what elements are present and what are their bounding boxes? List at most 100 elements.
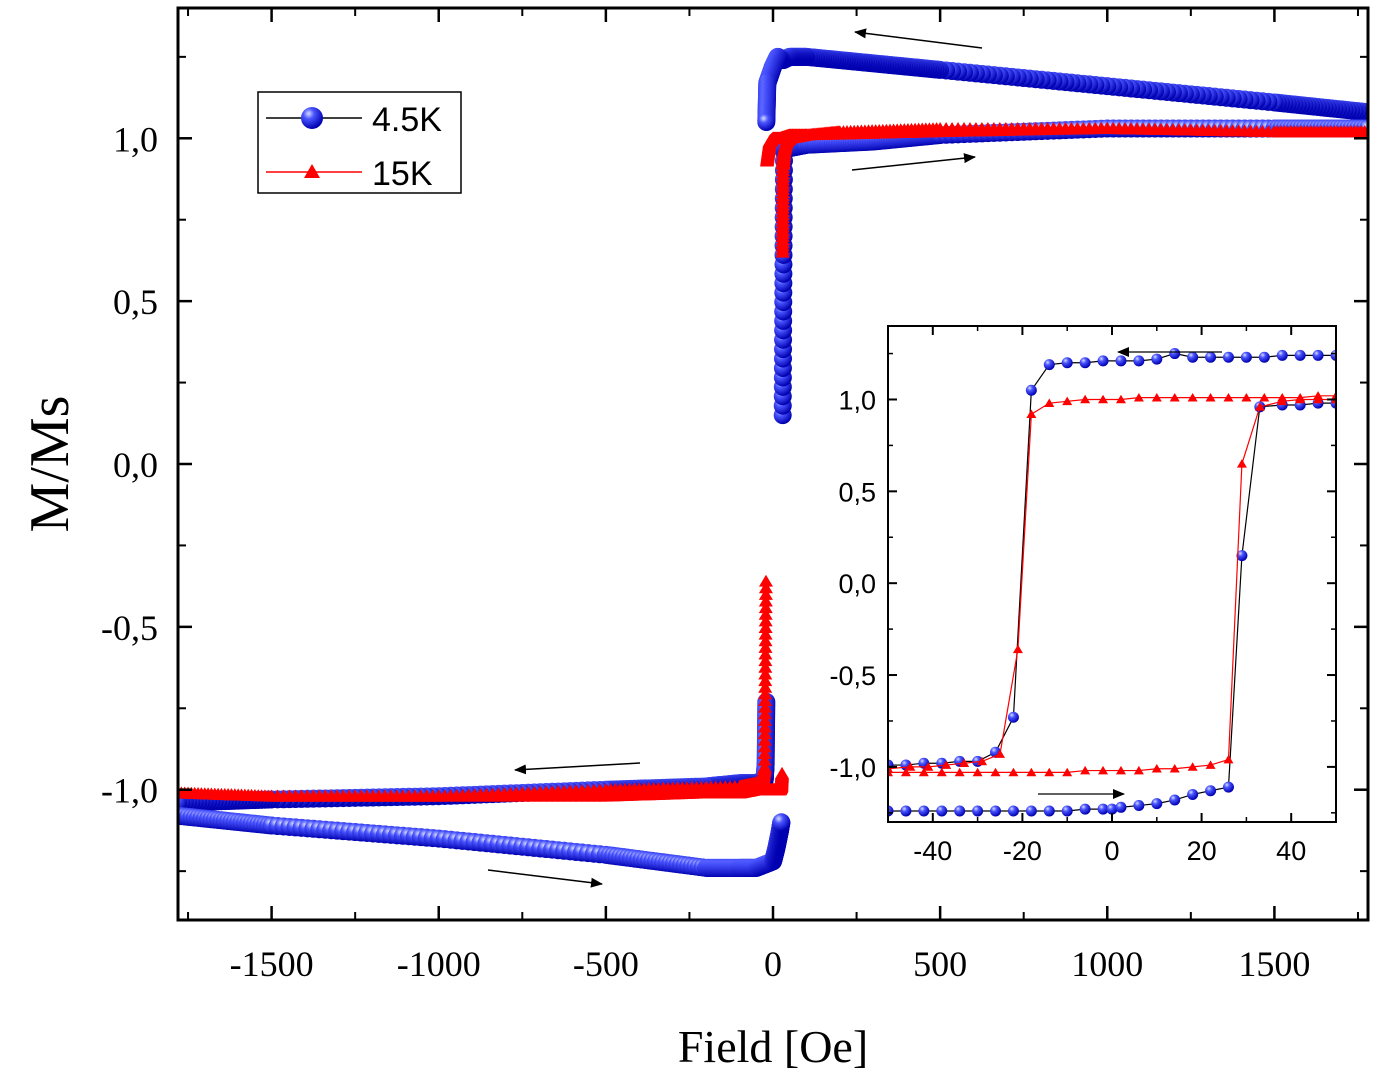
- inset-data-point: [1169, 348, 1181, 360]
- inset-data-point: [1169, 764, 1180, 773]
- inset-data-point: [1330, 349, 1336, 361]
- inset-data-point: [1276, 349, 1288, 361]
- main-plot: -1500 -1000 -500 0 500 1000 1500 -1,0 -0,5 0,0 0,5…: [101, 6, 1370, 984]
- data-point: [757, 720, 772, 733]
- data-point: [758, 581, 773, 594]
- data-point: [758, 607, 773, 620]
- inset-data-point: [990, 767, 1001, 777]
- data-point: [758, 647, 773, 660]
- data-point: [758, 587, 773, 600]
- arrow-top-right: [851, 153, 976, 171]
- data-point: [758, 621, 773, 634]
- inset-data-point: [1295, 394, 1306, 404]
- data-point: [775, 766, 790, 779]
- inset-data-point: [905, 762, 916, 771]
- legend: 4.5K 15K: [257, 91, 462, 194]
- legend-label-15k: 15K: [372, 155, 433, 193]
- inset-data-point: [1062, 767, 1073, 777]
- inset-data-point: [1097, 803, 1109, 815]
- arrow-bottom-left: [514, 762, 641, 775]
- inset-data-point: [1098, 765, 1109, 775]
- inset-data-point: [1079, 357, 1091, 369]
- x-tick-label: 0: [764, 944, 782, 984]
- inset-data-point: [1205, 760, 1216, 769]
- inset-data-point: [1007, 711, 1019, 723]
- inset-data-point: [1044, 398, 1055, 407]
- inset-data-point: [1313, 394, 1324, 404]
- legend-label-4-5k: 4.5K: [372, 101, 442, 139]
- inset-data-point: [1079, 803, 1091, 815]
- inset-plot: -40 -20 0 20 40 -1,0 -0,5 0,0 0,5 1,0: [829, 325, 1337, 866]
- inset-data-point: [1080, 765, 1091, 775]
- inset-data-point: [1133, 765, 1144, 775]
- inset-data-point: [888, 805, 894, 817]
- inset-data-point: [1222, 351, 1234, 363]
- inset-data-point: [1115, 394, 1126, 404]
- y-tick-label: -1,0: [101, 771, 158, 811]
- inset-y-tick-label: 1,0: [838, 385, 876, 415]
- y-axis-label: M/Ms: [19, 396, 81, 533]
- data-point: [1361, 125, 1368, 138]
- inset-data-point: [1133, 392, 1144, 402]
- data-point: [758, 707, 773, 720]
- inset-data-point: [972, 805, 984, 817]
- inset-data-point: [1008, 767, 1019, 777]
- data-point: [757, 113, 776, 131]
- inset-data-point: [1026, 409, 1037, 419]
- inset-data-point: [1205, 392, 1216, 402]
- inset-data-point: [1294, 349, 1306, 361]
- legend-box: [257, 91, 462, 194]
- inset-data-point: [1223, 754, 1234, 764]
- x-tick-label: -1000: [397, 944, 481, 984]
- direction-arrows: [487, 28, 983, 888]
- data-point: [758, 687, 773, 700]
- inset-data-point: [1223, 392, 1234, 402]
- inset-data-point: [1025, 805, 1037, 817]
- arrow-top-left: [854, 28, 983, 49]
- inset-data-point: [954, 767, 965, 777]
- data-point: [758, 680, 773, 693]
- series-15K-descending-switch-line: [178, 581, 767, 797]
- inset-data-point: [1151, 798, 1163, 810]
- x-tick-label: -500: [573, 944, 639, 984]
- inset-data-point: [1151, 392, 1162, 402]
- inset-x-tick-label: 40: [1276, 836, 1306, 866]
- data-point: [758, 674, 773, 687]
- inset-data-point: [1151, 353, 1163, 365]
- inset-background: [888, 326, 1336, 822]
- data-point: [757, 747, 772, 760]
- inset-data-point: [1205, 351, 1217, 363]
- inset-data-point: [1133, 799, 1145, 811]
- inset-x-tick-label: 20: [1187, 836, 1217, 866]
- inset-data-point: [1187, 392, 1198, 402]
- data-point: [757, 740, 772, 753]
- x-axis-label: Field [Oe]: [678, 1021, 868, 1072]
- inset-data-point: [1169, 794, 1181, 806]
- inset-data-point: [900, 767, 911, 777]
- inset-data-point: [941, 760, 952, 769]
- inset-data-point: [1044, 767, 1055, 777]
- inset-data-point: [1061, 357, 1073, 369]
- inset-y-tick-label: -1,0: [829, 753, 876, 783]
- inset-data-point: [1187, 762, 1198, 771]
- inset-data-point: [1007, 805, 1019, 817]
- arrow-bottom-right: [487, 869, 603, 888]
- data-point: [758, 601, 773, 614]
- data-point: [757, 713, 772, 726]
- inset-data-point: [1043, 359, 1055, 371]
- inset-data-point: [1236, 550, 1248, 562]
- inset-series-15K: [888, 391, 1336, 777]
- inset-data-point: [959, 758, 970, 768]
- inset-data-point: [888, 767, 893, 777]
- inset-data-point: [1026, 767, 1037, 777]
- inset-y-tick-label: -0,5: [829, 661, 876, 691]
- x-tick-label: -1500: [230, 944, 314, 984]
- data-point: [758, 614, 773, 627]
- inset-y-tick-label: 0,5: [838, 477, 876, 507]
- inset-series-15K-descending-line: [888, 395, 1336, 770]
- inset-data-point: [1133, 355, 1145, 367]
- y-tick-label: 0,5: [113, 282, 158, 322]
- inset-y-tick-label: 0,0: [838, 569, 876, 599]
- inset-data-point: [1043, 805, 1055, 817]
